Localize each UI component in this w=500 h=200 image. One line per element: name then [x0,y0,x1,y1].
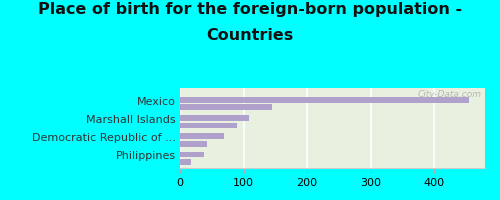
Bar [180,133,224,139]
Bar [180,104,272,110]
Bar [180,159,192,165]
Bar [180,123,237,128]
Bar [180,152,204,157]
Bar [180,141,206,147]
Bar [180,115,248,121]
Text: Countries: Countries [206,28,294,43]
Bar [180,97,469,103]
Text: City-Data.com: City-Data.com [418,90,482,99]
Text: Place of birth for the foreign-born population -: Place of birth for the foreign-born popu… [38,2,462,17]
